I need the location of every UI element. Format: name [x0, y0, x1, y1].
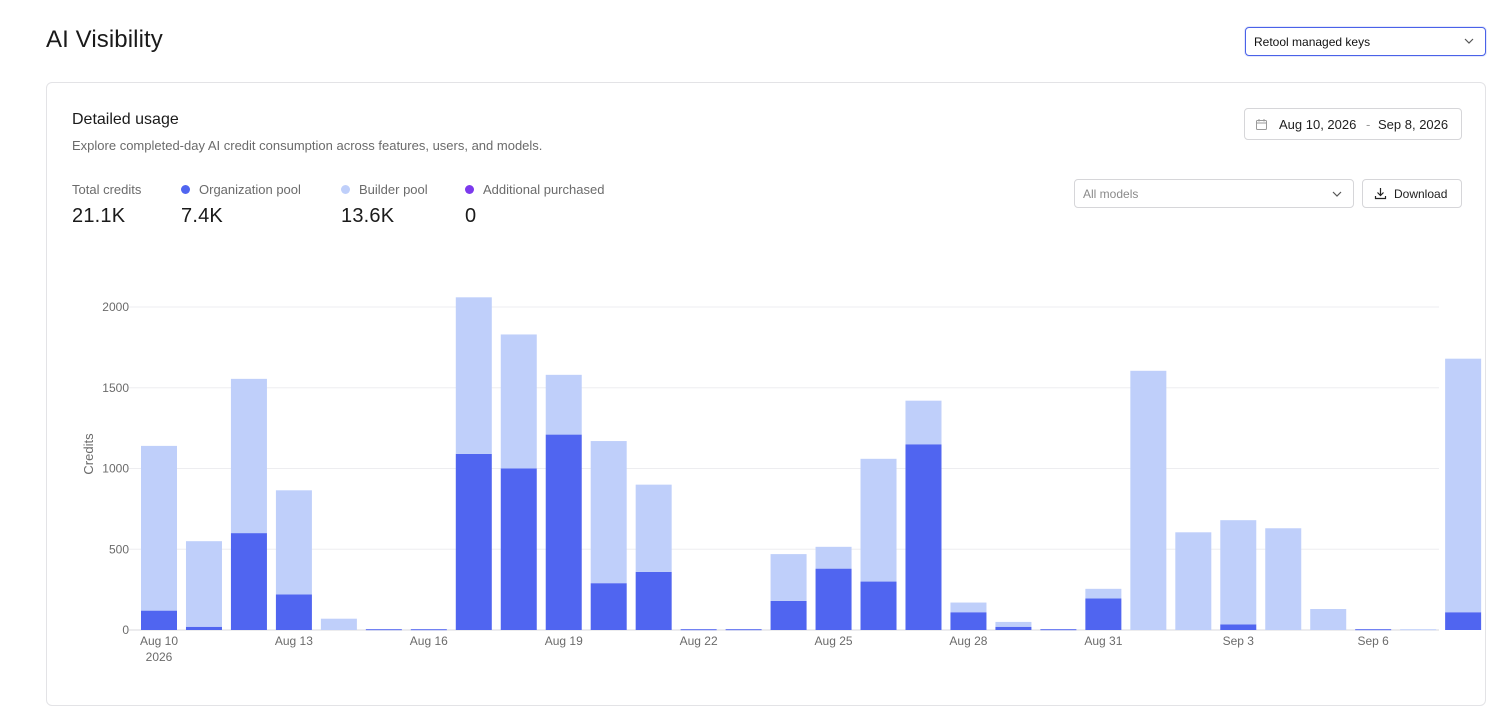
x-tick-sublabel: 2026: [146, 650, 173, 664]
key-type-select[interactable]: Retool managed keys: [1245, 27, 1486, 56]
stat-additional-purchased: Additional purchased 0: [465, 182, 604, 228]
bar-segment: [1220, 624, 1257, 630]
stat-organization-pool: Organization pool 7.4K: [181, 182, 301, 228]
stat-builder-pool: Builder pool 13.6K: [341, 182, 428, 228]
stat-value: 21.1K: [72, 205, 126, 227]
bar-segment: [455, 453, 492, 630]
card-subtitle: Explore completed-day AI credit consumpt…: [72, 138, 543, 153]
bar-segment: [590, 441, 627, 584]
bar-segment: [860, 581, 897, 630]
x-tick-label: Aug 16: [410, 634, 448, 648]
bar-segment: [410, 629, 447, 631]
bar-segment: [995, 626, 1032, 630]
bar-segment: [950, 612, 987, 630]
x-tick-label: Aug 19: [545, 634, 583, 648]
bar-segment: [1310, 609, 1347, 630]
bar-segment: [320, 618, 357, 630]
legend-dot-organization-pool: [181, 185, 190, 194]
y-tick-label: 0: [122, 623, 129, 637]
model-filter-value: All models: [1083, 187, 1139, 201]
date-range-picker[interactable]: Aug 10, 2026 - Sep 8, 2026: [1244, 108, 1462, 140]
bar-segment: [1220, 520, 1257, 625]
bar-segment: [455, 297, 492, 454]
bar-segment: [815, 546, 852, 569]
x-tick-label: Aug 22: [680, 634, 718, 648]
bar-segment: [1445, 358, 1482, 613]
download-icon: [1374, 188, 1387, 200]
y-tick-label: 1500: [102, 381, 129, 395]
bar-segment: [905, 444, 942, 630]
bar-segment: [635, 484, 672, 572]
model-filter-select[interactable]: All models: [1074, 179, 1354, 208]
bar-segment: [545, 434, 582, 630]
bar-segment: [500, 468, 537, 630]
y-tick-label: 2000: [102, 300, 129, 314]
stat-value: 7.4K: [181, 205, 223, 227]
bar-segment: [1040, 629, 1077, 631]
bar-segment: [230, 378, 267, 534]
download-button[interactable]: Download: [1362, 179, 1462, 208]
bar-segment: [680, 629, 717, 631]
bar-segment: [500, 334, 537, 469]
date-range-end[interactable]: Sep 8, 2026: [1378, 117, 1449, 132]
bar-segment: [1355, 629, 1392, 631]
x-tick-label: Aug 13: [275, 634, 313, 648]
bar-segment: [905, 400, 942, 445]
usage-bar-chart: 0 500 1000 1500 2000 Credits Aug 10 2026 Aug 13 A…: [81, 297, 1482, 664]
card-title: Detailed usage: [72, 111, 179, 128]
bar-segment: [545, 374, 582, 435]
chevron-down-icon: [1332, 191, 1342, 197]
x-tick-label: Aug 31: [1084, 634, 1122, 648]
stat-value: 13.6K: [341, 205, 395, 227]
stat-label: Organization pool: [199, 182, 301, 197]
bar-segment: [635, 571, 672, 630]
bar-segment: [860, 458, 897, 582]
date-range-separator: -: [1366, 117, 1371, 132]
bar-segment: [141, 610, 177, 630]
page-title: AI Visibility: [46, 26, 163, 53]
legend-dot-builder-pool: [341, 185, 350, 194]
stat-total-credits: Total credits 21.1K: [72, 182, 141, 228]
chevron-down-icon: [1464, 38, 1474, 44]
detailed-usage-card: Detailed usage Explore completed-day AI …: [46, 82, 1486, 706]
y-tick-label: 500: [109, 542, 129, 556]
bar-segment: [185, 541, 222, 627]
stat-label: Total credits: [72, 182, 142, 197]
bar-segment: [230, 533, 267, 630]
stat-label: Builder pool: [359, 182, 428, 197]
bar-segment: [770, 600, 807, 630]
bar-segment: [1085, 598, 1122, 630]
bar-segment: [1400, 629, 1437, 631]
bar-segment: [1130, 370, 1167, 630]
y-tick-label: 1000: [102, 462, 129, 476]
stat-label: Additional purchased: [483, 182, 605, 197]
y-axis-label: Credits: [81, 433, 96, 475]
bar-segment: [365, 629, 402, 631]
bar-segment: [995, 621, 1032, 627]
bar-segment: [1085, 588, 1122, 599]
bar-segment: [141, 445, 177, 611]
bar-segment: [725, 629, 762, 631]
key-type-select-value: Retool managed keys: [1254, 34, 1371, 49]
x-tick-label: Aug 28: [949, 634, 987, 648]
bar-segment: [815, 568, 852, 630]
bar-segment: [275, 594, 312, 630]
bar-segment: [950, 602, 987, 613]
bar-segment: [275, 490, 312, 595]
x-tick-label: Aug 25: [815, 634, 853, 648]
calendar-icon: [1256, 119, 1267, 130]
bar-segment: [1445, 612, 1482, 630]
download-button-label: Download: [1394, 186, 1448, 201]
bar-segment: [770, 554, 807, 601]
x-tick-label: Sep 6: [1358, 634, 1390, 648]
bar-segment: [590, 583, 627, 630]
legend-dot-additional-purchased: [465, 185, 474, 194]
date-range-start[interactable]: Aug 10, 2026: [1279, 117, 1357, 132]
bar-segment: [1265, 528, 1302, 630]
x-tick-label: Aug 10: [140, 634, 178, 648]
bar-segment: [185, 626, 222, 630]
x-tick-label: Sep 3: [1223, 634, 1255, 648]
bar-segment: [1175, 532, 1212, 630]
stat-value: 0: [465, 205, 477, 227]
